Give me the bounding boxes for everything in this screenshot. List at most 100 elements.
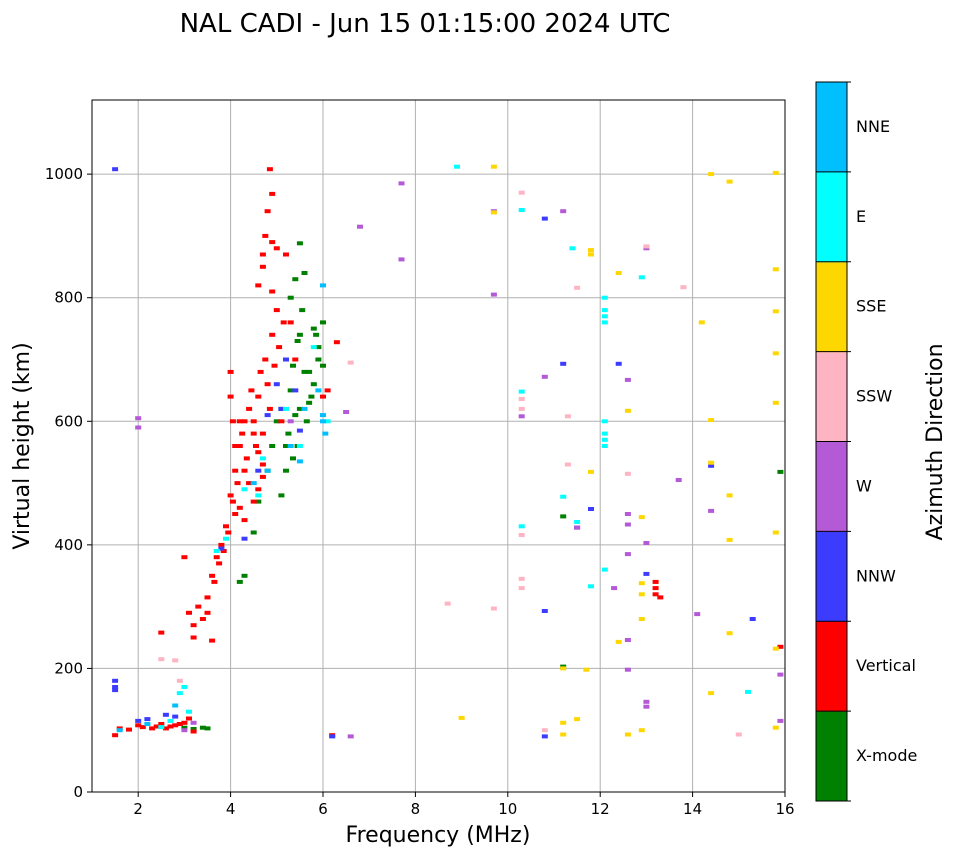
x-tick-label: 2 bbox=[133, 800, 143, 818]
data-point-vertical bbox=[257, 369, 264, 374]
data-point-nne bbox=[287, 444, 294, 448]
data-point-ssw bbox=[518, 576, 525, 581]
data-point-x-mode bbox=[283, 444, 289, 448]
data-point-nne bbox=[320, 413, 326, 418]
data-point-sse bbox=[638, 728, 645, 733]
y-tick-label: 800 bbox=[54, 289, 83, 307]
data-point-nne bbox=[264, 468, 271, 473]
data-point-vertical bbox=[232, 468, 239, 473]
data-point-vertical bbox=[255, 283, 262, 288]
data-point-e bbox=[283, 406, 289, 411]
data-point-vertical bbox=[250, 419, 257, 424]
data-point-w bbox=[343, 410, 350, 414]
data-point-nnw bbox=[749, 617, 756, 621]
data-point-w bbox=[777, 718, 784, 723]
data-point-x-mode bbox=[313, 332, 320, 337]
data-point-nnw bbox=[541, 609, 548, 613]
data-point-w bbox=[611, 586, 618, 591]
data-point-vertical bbox=[227, 394, 234, 399]
data-point-vertical bbox=[227, 369, 234, 374]
data-point-sse bbox=[560, 666, 567, 671]
data-point-vertical bbox=[209, 573, 216, 578]
data-point-e bbox=[601, 295, 608, 300]
y-tick-label: 200 bbox=[54, 659, 83, 677]
data-point-vertical bbox=[269, 332, 276, 337]
data-point-x-mode bbox=[294, 339, 301, 343]
data-point-e bbox=[574, 520, 581, 524]
data-point-vertical bbox=[269, 240, 276, 245]
data-point-x-mode bbox=[296, 406, 303, 411]
data-point-vertical bbox=[190, 729, 197, 734]
data-point-x-mode bbox=[308, 394, 315, 399]
data-point-ssw bbox=[564, 414, 571, 419]
data-point-nne bbox=[296, 459, 303, 464]
y-tick-label: 400 bbox=[54, 536, 83, 554]
data-point-e bbox=[158, 725, 165, 730]
data-point-vertical bbox=[190, 623, 197, 628]
data-point-w bbox=[624, 522, 631, 527]
data-point-vertical bbox=[777, 644, 784, 649]
data-point-e bbox=[296, 444, 303, 448]
data-point-vertical bbox=[139, 725, 146, 730]
data-point-nnw bbox=[560, 361, 567, 366]
data-point-sse bbox=[588, 469, 594, 474]
data-point-sse bbox=[772, 530, 779, 535]
data-point-vertical bbox=[186, 610, 192, 615]
data-point-vertical bbox=[292, 357, 299, 362]
data-point-vertical bbox=[652, 586, 659, 591]
colorbar-tick-label: E bbox=[856, 207, 866, 226]
colorbar-tick-label: NNE bbox=[856, 117, 890, 136]
data-point-vertical bbox=[241, 468, 248, 473]
data-point-sse bbox=[698, 320, 705, 325]
data-point-e bbox=[518, 389, 525, 394]
data-point-w bbox=[518, 414, 525, 419]
colorbar-tick-label: SSW bbox=[856, 387, 892, 406]
colorbar-segment bbox=[816, 171, 847, 263]
data-point-vertical bbox=[223, 524, 229, 529]
data-point-ssw bbox=[541, 728, 548, 733]
data-point-x-mode bbox=[283, 468, 289, 473]
data-point-sse bbox=[772, 309, 779, 314]
data-point-x-mode bbox=[315, 345, 322, 350]
data-point-w bbox=[135, 416, 142, 421]
data-point-w bbox=[694, 612, 701, 617]
data-point-vertical bbox=[259, 252, 266, 257]
y-tick-label: 600 bbox=[54, 412, 83, 430]
data-point-x-mode bbox=[303, 419, 310, 424]
data-point-vertical bbox=[216, 561, 223, 566]
data-point-x-mode bbox=[306, 400, 313, 405]
data-point-x-mode bbox=[310, 382, 317, 387]
data-point-nnw bbox=[112, 678, 119, 683]
y-axis-ticks: 0 200 400 600 800 1000 bbox=[45, 165, 92, 801]
data-point-vertical bbox=[273, 308, 280, 313]
data-point-x-mode bbox=[255, 499, 262, 504]
data-point-e bbox=[588, 584, 594, 589]
colorbar-tick-label: Vertical bbox=[856, 656, 916, 675]
data-point-sse bbox=[726, 537, 733, 542]
data-point-x-mode bbox=[296, 332, 303, 337]
data-point-nnw bbox=[283, 357, 289, 362]
data-point-vertical bbox=[229, 499, 236, 504]
data-point-nnw bbox=[708, 463, 715, 468]
colorbar-segment bbox=[816, 621, 847, 712]
data-point-nnw bbox=[541, 734, 548, 739]
data-point-x-mode bbox=[199, 725, 206, 730]
data-point-sse bbox=[726, 631, 733, 636]
data-point-sse bbox=[772, 170, 779, 175]
data-point-x-mode bbox=[290, 363, 296, 368]
data-point-vertical bbox=[220, 549, 227, 553]
data-point-vertical bbox=[264, 209, 271, 214]
data-point-e bbox=[181, 685, 188, 689]
data-point-e bbox=[223, 536, 229, 541]
data-point-vertical bbox=[158, 630, 165, 635]
colorbar-segment bbox=[816, 441, 847, 532]
data-point-w bbox=[398, 181, 405, 186]
data-point-e bbox=[601, 308, 608, 313]
x-axis-label: Frequency (MHz) bbox=[346, 823, 531, 848]
data-point-x-mode bbox=[204, 726, 211, 731]
data-point-vertical bbox=[167, 724, 174, 729]
data-point-e bbox=[213, 549, 220, 553]
data-point-ssw bbox=[680, 285, 687, 290]
data-point-vertical bbox=[287, 320, 294, 325]
data-point-vertical bbox=[273, 246, 280, 251]
